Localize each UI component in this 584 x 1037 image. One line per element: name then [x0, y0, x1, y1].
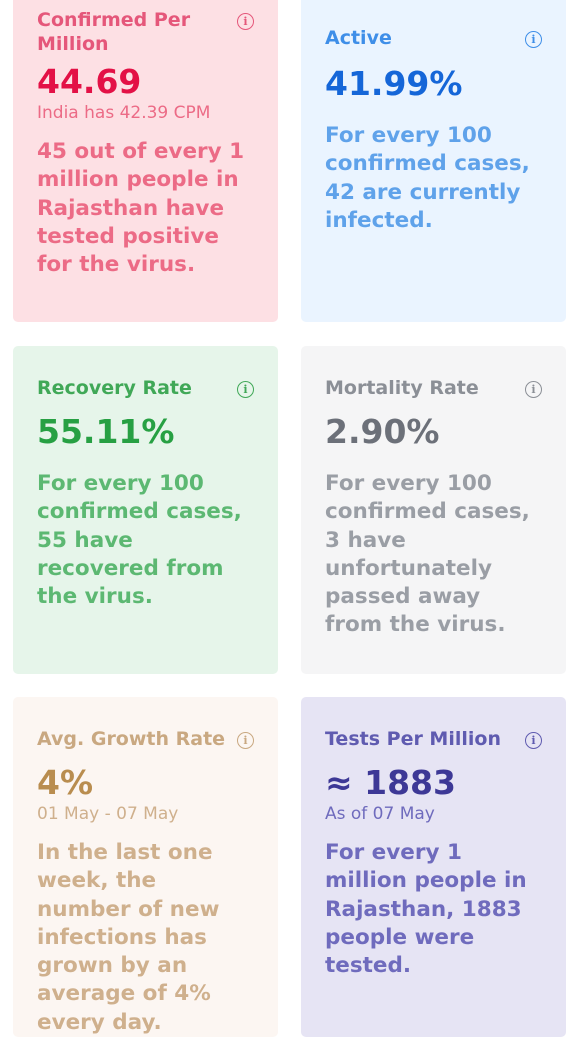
info-icon[interactable]: i [237, 381, 254, 398]
mortality-rate-card: Mortality Rate i 2.90% For every 100 con… [301, 346, 566, 674]
card-description: In the last one week, the number of new … [37, 840, 220, 1035]
recovery-rate-card: Recovery Rate i 55.11% For every 100 con… [13, 346, 278, 674]
card-value: 2.90% [325, 412, 440, 451]
card-title: Tests Per Million [325, 728, 501, 750]
card-value: 55.11% [37, 412, 175, 451]
card-title: Mortality Rate [325, 377, 479, 399]
card-title: Confirmed Per Million [37, 9, 191, 55]
card-description: For every 1 million people in Rajasthan,… [325, 840, 527, 979]
info-icon[interactable]: i [237, 732, 254, 749]
card-description: 45 out of every 1 million people in Raja… [37, 139, 245, 278]
active-card: Active i 41.99% For every 100 confirmed … [301, 0, 566, 322]
card-value: ≈ 1883 [325, 763, 456, 802]
confirmed-per-million-card: Confirmed Per Million i 44.69 India has … [13, 0, 278, 322]
card-description: For every 100 confirmed cases, 3 have un… [325, 471, 530, 638]
card-subtext: As of 07 May [325, 804, 435, 824]
card-subtext: India has 42.39 CPM [37, 103, 211, 123]
card-title: Active [325, 27, 392, 49]
card-value: 4% [37, 763, 94, 802]
info-icon[interactable]: i [237, 13, 254, 30]
card-title: Avg. Growth Rate [37, 728, 226, 750]
avg-growth-rate-card: Avg. Growth Rate i 4% 01 May - 07 May In… [13, 697, 278, 1037]
info-icon[interactable]: i [525, 31, 542, 48]
card-description: For every 100 confirmed cases, 42 are cu… [325, 123, 530, 233]
tests-per-million-card: Tests Per Million i ≈ 1883 As of 07 May … [301, 697, 566, 1037]
card-subtext: 01 May - 07 May [37, 804, 179, 824]
info-icon[interactable]: i [525, 732, 542, 749]
card-value: 41.99% [325, 64, 463, 103]
info-icon[interactable]: i [525, 381, 542, 398]
card-title: Recovery Rate [37, 377, 192, 399]
card-description: For every 100 confirmed cases, 55 have r… [37, 471, 242, 610]
card-value: 44.69 [37, 62, 142, 101]
